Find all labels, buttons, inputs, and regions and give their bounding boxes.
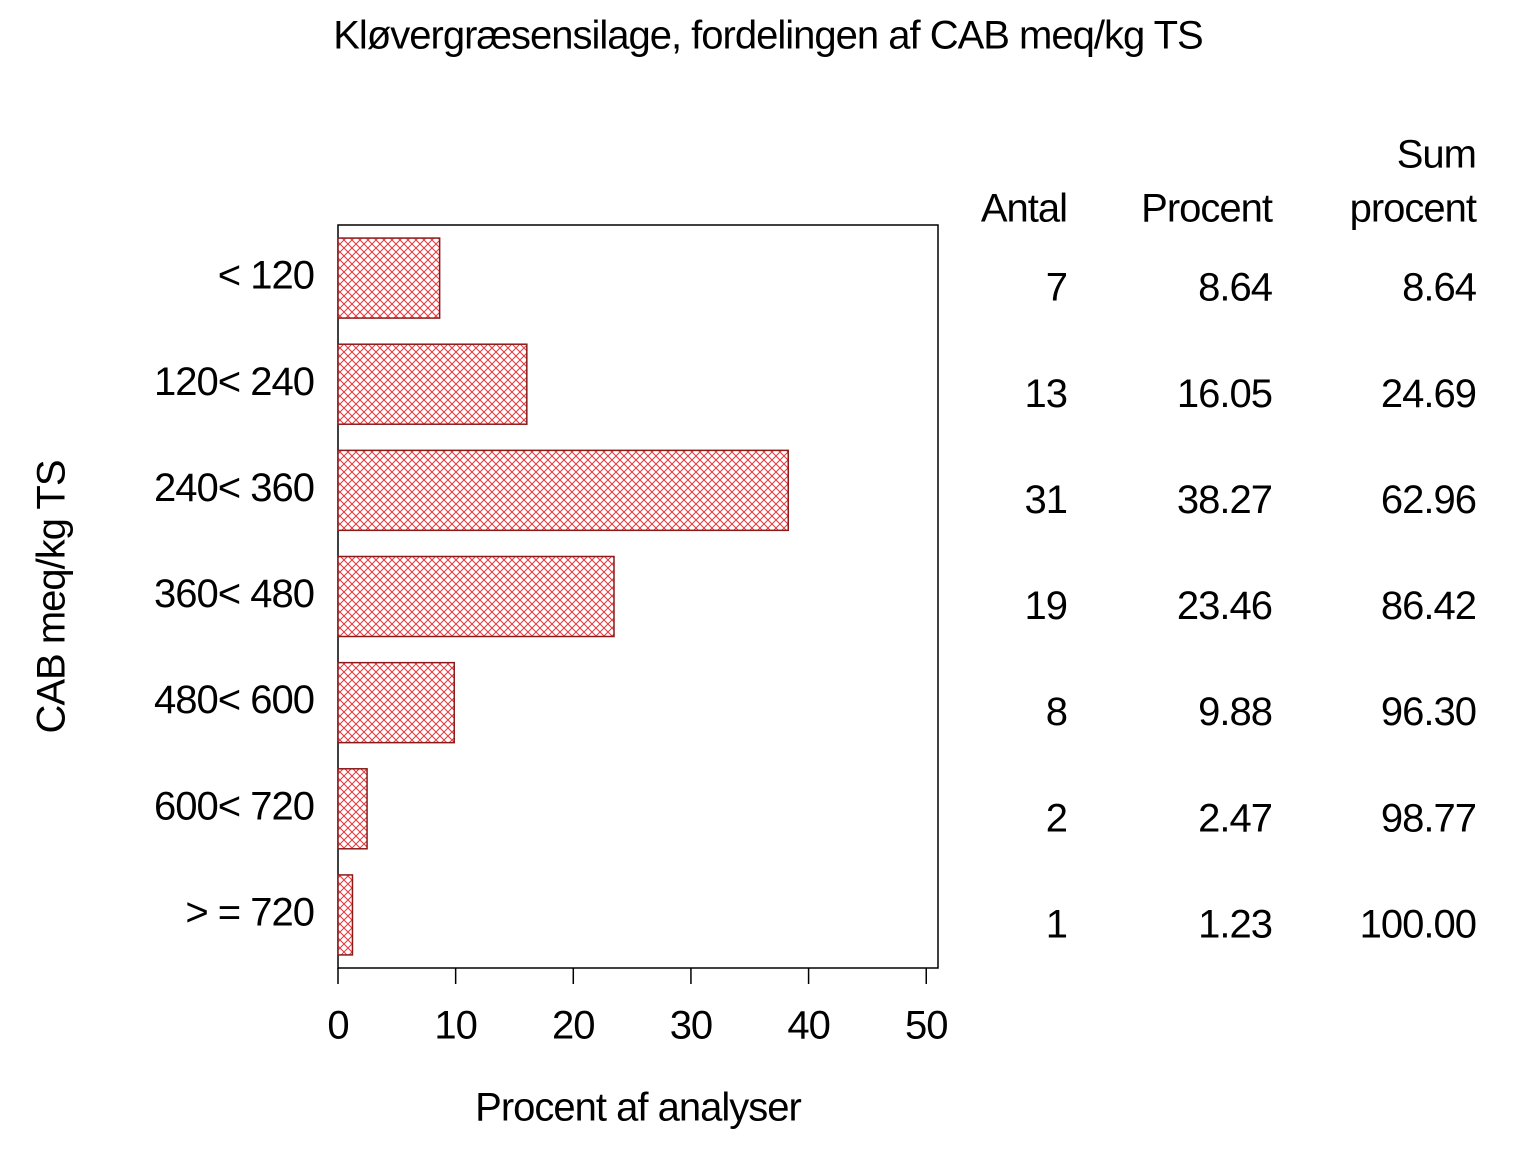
x-tick-label: 10 — [434, 1004, 477, 1048]
y-tick-label: 480< 600 — [154, 678, 314, 722]
table-count: 31 — [1025, 478, 1068, 522]
table-cumulative: 24.69 — [1381, 372, 1476, 416]
table-count: 13 — [1025, 372, 1068, 416]
bar — [337, 555, 615, 638]
x-tick-label: 0 — [327, 1004, 348, 1048]
x-tick-label: 40 — [787, 1004, 830, 1048]
bar — [337, 768, 368, 850]
y-tick-label: 120< 240 — [154, 360, 314, 404]
table-percent: 23.46 — [1177, 584, 1272, 628]
y-tick-label: > = 720 — [185, 890, 314, 934]
table-percent: 1.23 — [1198, 902, 1272, 946]
table-count: 1 — [1046, 902, 1067, 946]
table-header: procent — [1350, 187, 1477, 231]
table-cumulative: 86.42 — [1381, 584, 1476, 628]
table-percent: 8.64 — [1198, 266, 1273, 310]
table-percent: 16.05 — [1177, 372, 1272, 416]
table-count: 7 — [1046, 266, 1067, 310]
y-tick-label: 240< 360 — [154, 466, 314, 510]
table-cumulative: 96.30 — [1381, 690, 1476, 734]
y-tick-label: 360< 480 — [154, 572, 314, 616]
table-count: 19 — [1025, 584, 1068, 628]
bar — [337, 343, 528, 425]
x-tick-label: 50 — [905, 1004, 948, 1048]
table-cumulative: 8.64 — [1402, 266, 1477, 310]
table-count: 2 — [1046, 796, 1067, 840]
y-axis-label: CAB meq/kg TS — [30, 460, 74, 733]
y-tick-label: 600< 720 — [154, 784, 314, 828]
chart-title: Kløvergræsensilage, fordelingen af CAB m… — [333, 14, 1202, 58]
table-percent: 38.27 — [1177, 478, 1272, 522]
bar — [337, 237, 441, 319]
table-header: Antal — [981, 187, 1067, 231]
table-percent: 2.47 — [1198, 796, 1272, 840]
table-cumulative: 100.00 — [1360, 902, 1476, 946]
x-tick-label: 30 — [670, 1004, 713, 1048]
table-header: Sum — [1397, 133, 1476, 177]
bar — [337, 661, 455, 744]
bar — [337, 449, 789, 532]
table-count: 8 — [1046, 690, 1067, 734]
bar — [337, 874, 354, 956]
x-axis-label: Procent af analyser — [475, 1086, 801, 1130]
table-cumulative: 98.77 — [1381, 796, 1476, 840]
table-header: Procent — [1141, 187, 1273, 231]
y-tick-label: < 120 — [218, 254, 314, 298]
x-tick-label: 20 — [552, 1004, 595, 1048]
table-cumulative: 62.96 — [1381, 478, 1476, 522]
table-percent: 9.88 — [1198, 690, 1272, 734]
